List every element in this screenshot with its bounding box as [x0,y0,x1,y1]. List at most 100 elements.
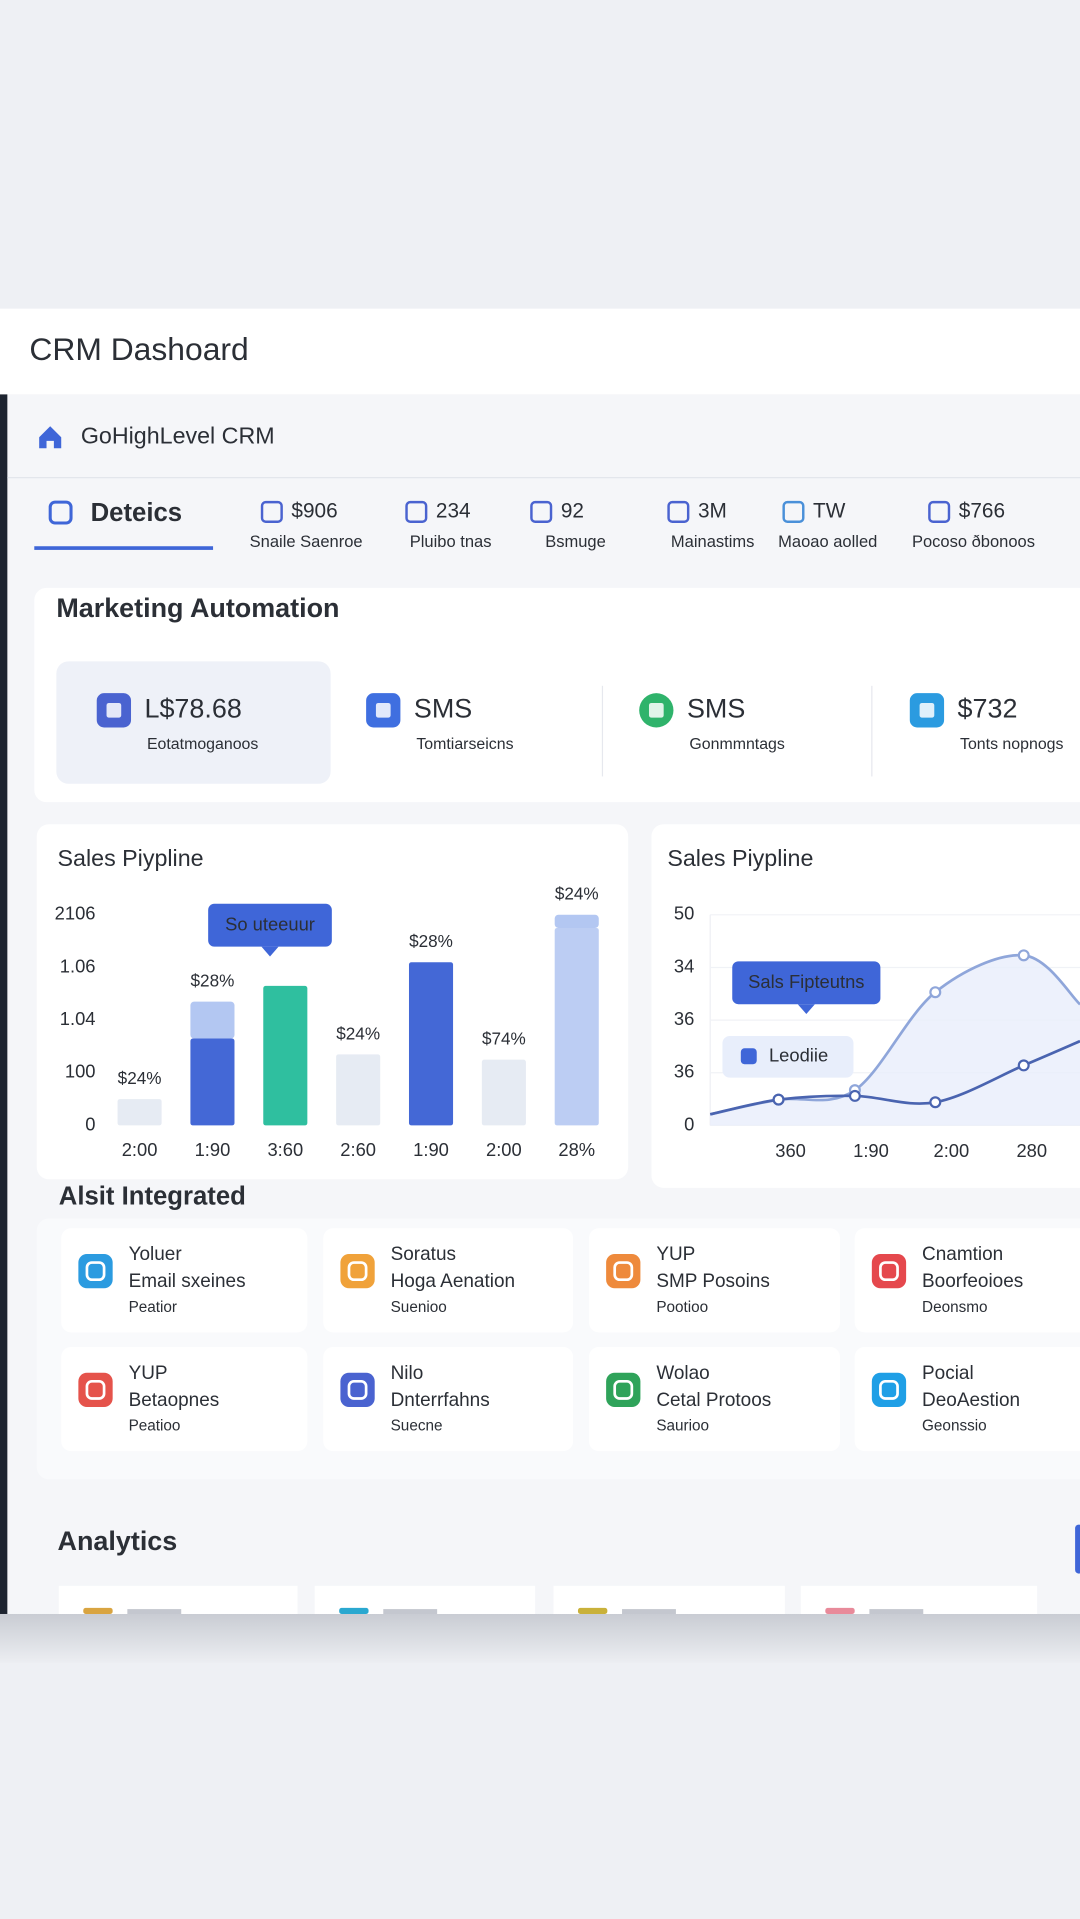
integration-icon [78,1253,113,1289]
point [1017,1059,1030,1072]
stat-value[interactable]: 92 [561,499,584,522]
x-tick-label: 3:60 [267,1139,303,1160]
integration-card[interactable] [588,1228,840,1333]
integration-detail: Boorfeoioes [922,1271,1023,1292]
point [929,1096,942,1109]
integration-status: Suecne [391,1418,443,1435]
analytics-icon [339,1607,369,1614]
stat-value[interactable]: 234 [436,499,471,522]
stat-label[interactable]: Mainastims [671,532,755,551]
legend-swatch [740,1048,757,1065]
x-tick-label: 1:90 [413,1139,449,1160]
integration-card[interactable] [323,1347,574,1452]
legend-label: Leodiie [769,1045,828,1066]
integration-detail: Cetal Protoos [656,1390,771,1411]
y-tick-label: 50 [674,903,694,924]
line-title: Sales Piypline [667,845,813,871]
integration-card[interactable] [323,1228,574,1333]
integration-icon [340,1372,375,1408]
integration-name: YUP [129,1363,168,1384]
integration-glyph [879,1261,899,1282]
annotation: $74% [482,1029,526,1049]
y-tick-label: 2106 [55,903,96,924]
brand[interactable]: GoHighLevel CRM [81,422,275,448]
tooltip-text: Sals Fipteutns [748,971,864,992]
x-tick-label: 280 [1016,1140,1047,1161]
integration-name: Cnamtion [922,1244,1003,1265]
x-tick-label: 28% [558,1139,595,1160]
y-tick-label: 1.04 [60,1008,96,1029]
integration-icon [871,1372,907,1408]
y-tick-label: 0 [684,1113,694,1134]
integration-card[interactable] [61,1347,308,1452]
card-label: Eotatmoganoos [147,736,258,753]
integration-card[interactable] [854,1347,1080,1452]
integration-status: Suenioo [391,1299,447,1316]
integration-card[interactable] [854,1228,1080,1333]
integration-glyph [85,1379,106,1400]
integration-status: Pootioo [656,1299,708,1316]
integration-card[interactable] [61,1228,308,1333]
tooltip [208,903,332,947]
stat-icon [260,500,283,523]
stat-label[interactable]: Bsmuge [545,532,606,551]
stat-icon [782,500,805,523]
sidebar-edge [0,394,8,1614]
app-title: CRM Dashoard [29,331,248,367]
bar [117,1099,162,1126]
card-value[interactable]: SMS [414,693,472,723]
card-icon-glyph [106,702,122,718]
integration-detail: Dnterrfahns [391,1390,490,1411]
stat-label[interactable]: Pluibo tnas [410,532,492,551]
integration-status: Deonsmo [922,1299,987,1316]
stat-value[interactable]: TW [813,499,846,522]
integration-name: Yoluer [129,1244,182,1265]
tab-underline [34,546,214,550]
stat-icon [928,500,951,523]
y-tick-label: 36 [674,1061,694,1082]
section-title: Alsit Integrated [59,1182,246,1210]
x-tick-label: 2:60 [340,1139,376,1160]
bar [408,962,454,1126]
stat-label[interactable]: Snaile Saenroe [250,532,363,551]
bar [263,985,308,1126]
integration-name: YUP [656,1244,695,1265]
bar-title: Sales Piypline [58,845,204,871]
analytics-icon [577,1607,608,1614]
x-tick-label: 1:90 [195,1139,231,1160]
integration-card[interactable] [588,1347,840,1452]
section-title: Analytics [58,1526,178,1556]
stat-icon [405,500,428,523]
stat-value[interactable]: $906 [291,499,337,522]
stat-label[interactable]: Maoao aolled [778,532,877,551]
y-tick-label: 100 [65,1061,96,1082]
integration-detail: SMP Posoins [656,1271,770,1292]
integration-glyph [613,1261,634,1282]
card-value[interactable]: $732 [958,693,1018,723]
integration-name: Nilo [391,1363,424,1384]
integration-detail: Betaopnes [129,1390,220,1411]
x-tick-label: 2:00 [934,1140,970,1161]
integration-detail: DeoAestion [922,1390,1020,1411]
legend-box [722,1036,854,1078]
stat-value[interactable]: $766 [959,499,1005,522]
bar [554,914,599,928]
card-value[interactable]: L$78.68 [144,693,241,723]
stat-value[interactable]: 3M [698,499,727,522]
card-icon-glyph [375,702,391,718]
integration-icon [606,1372,641,1408]
integration-icon [606,1253,641,1289]
tooltip-pointer [261,946,279,957]
card-label: Gonmmntags [689,736,785,753]
card-value[interactable]: SMS [687,693,745,723]
active-tab[interactable]: Deteics [91,499,182,527]
y-tick-label: 36 [674,1008,694,1029]
bar [481,1059,526,1126]
integration-name: Soratus [391,1244,456,1265]
annotation: $28% [191,971,235,991]
stat-label[interactable]: Pocoso ðbonoos [912,532,1035,551]
integration-icon [340,1253,375,1289]
integration-glyph [879,1379,899,1400]
annotation: $28% [409,931,453,951]
scroll-button[interactable] [1075,1524,1080,1574]
